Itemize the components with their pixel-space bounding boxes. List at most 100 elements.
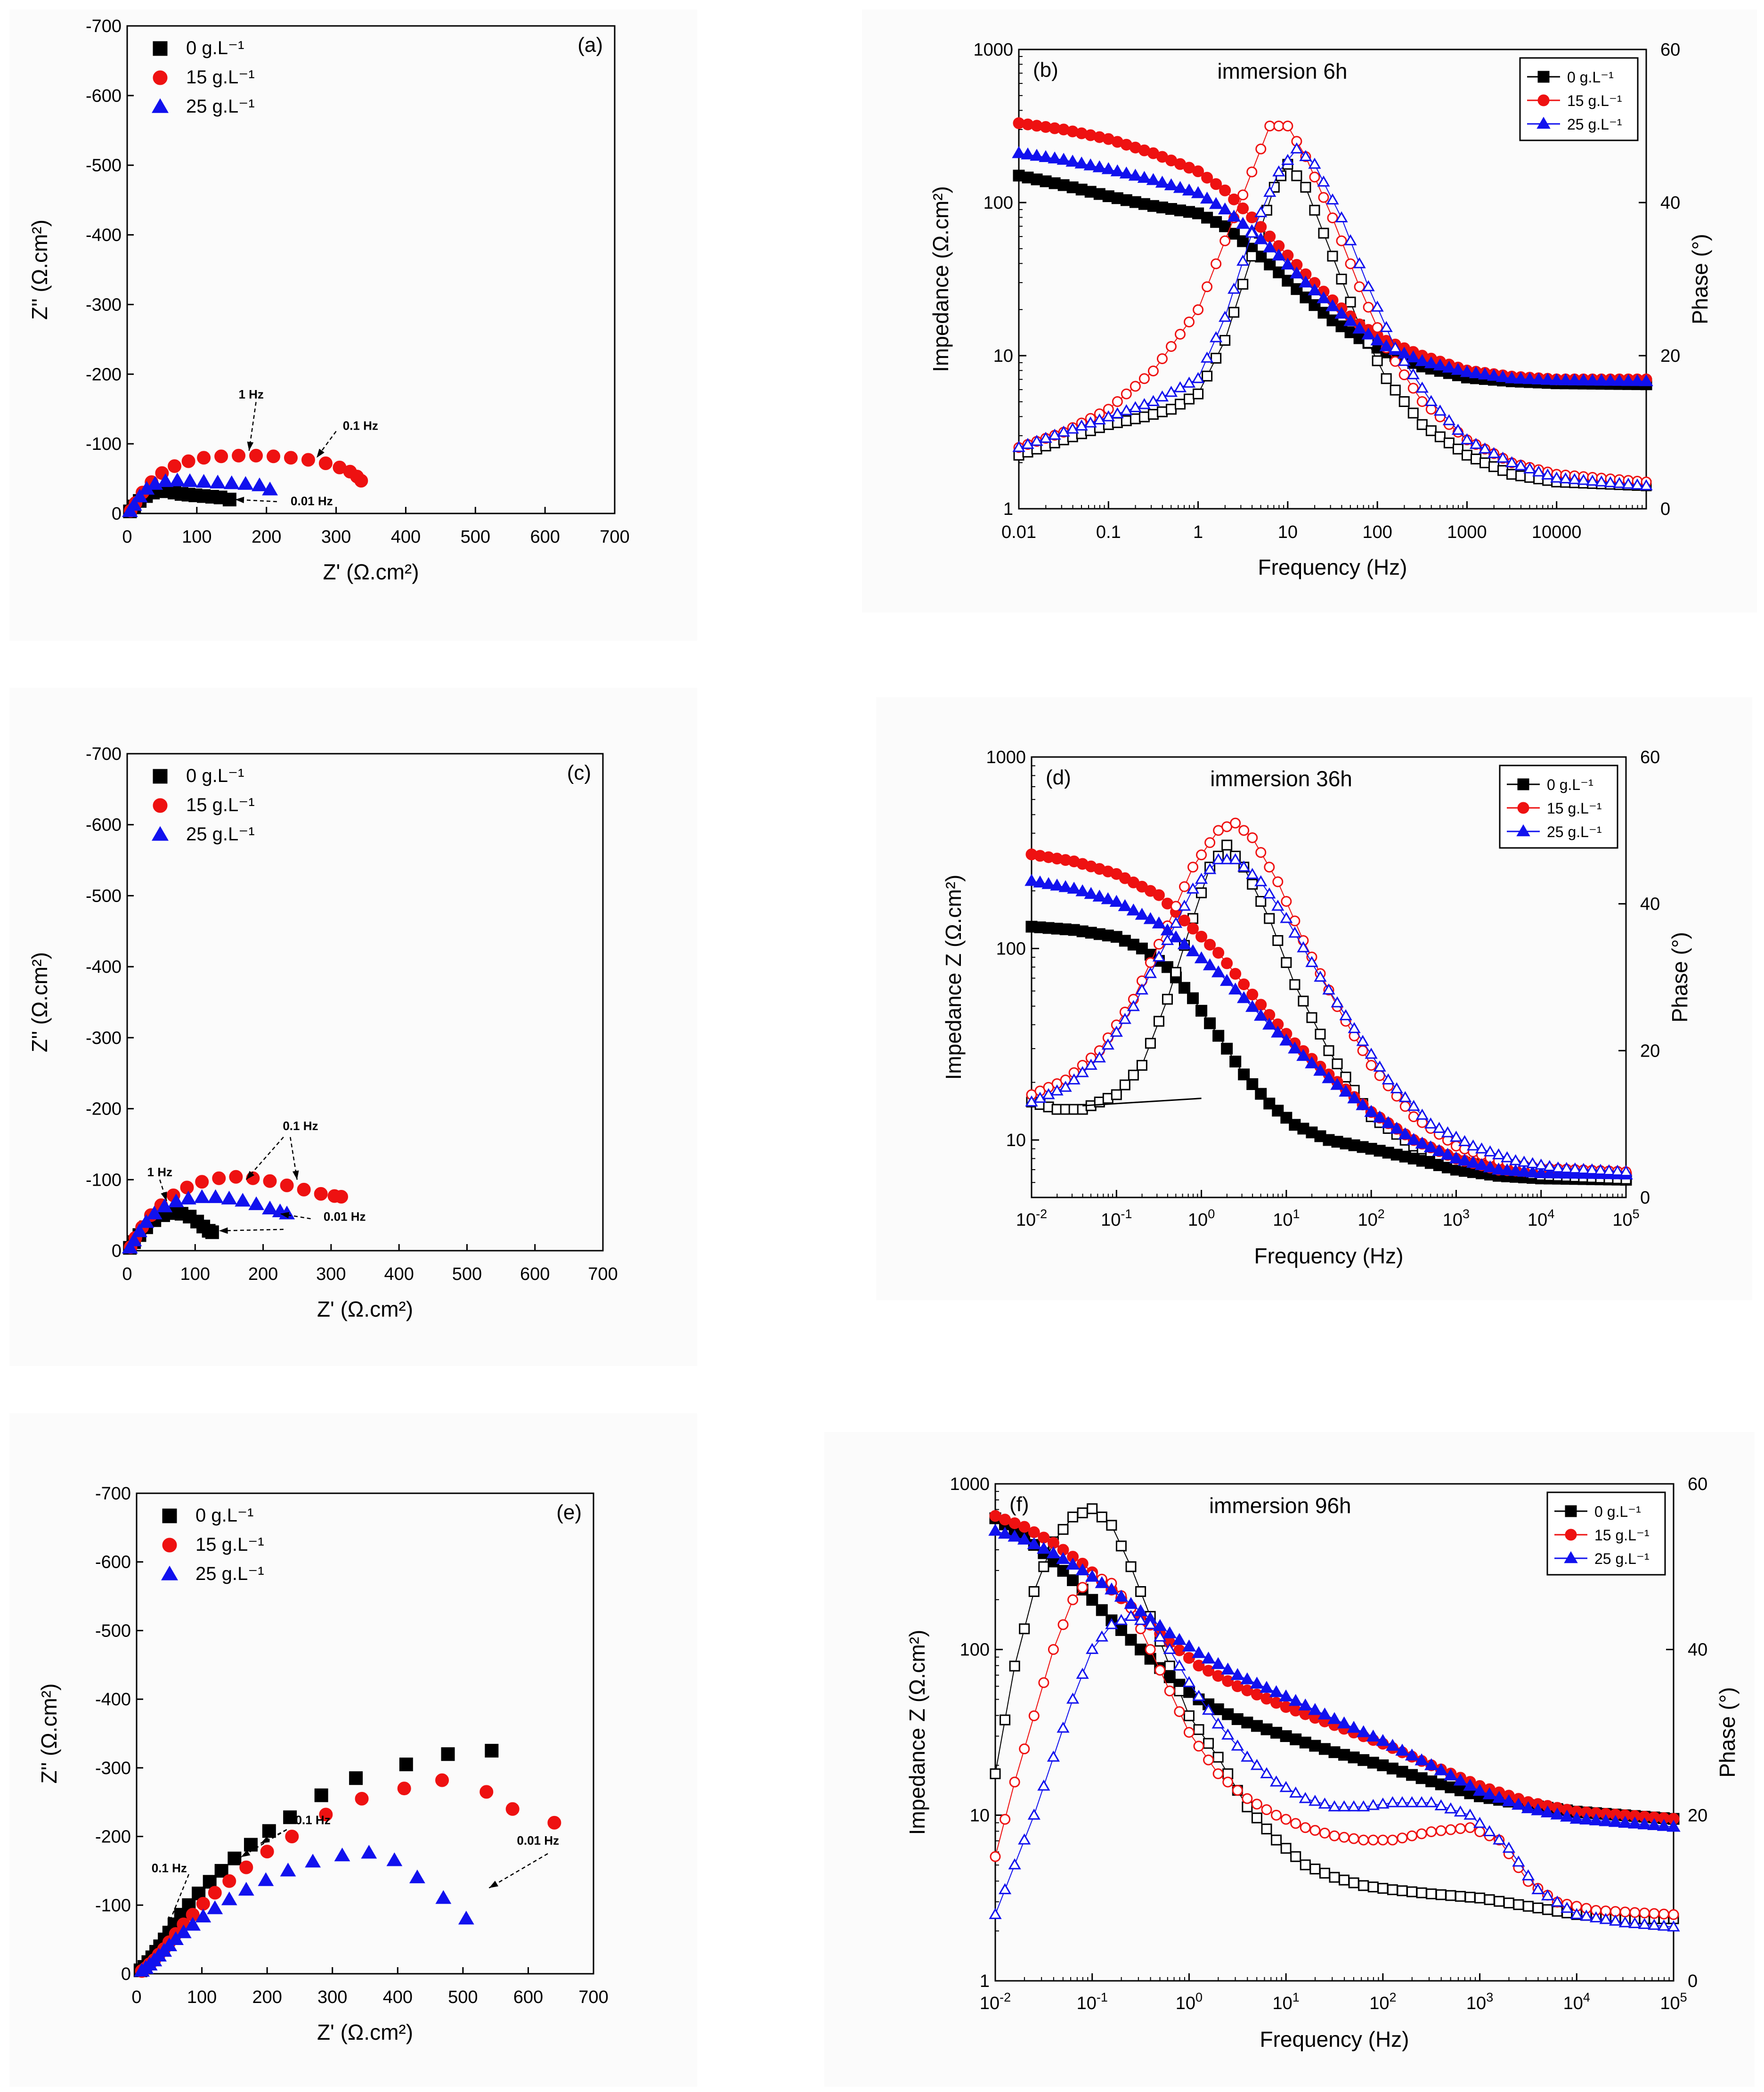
impedance-point: [1067, 881, 1081, 894]
data-point: [249, 448, 263, 463]
phase-point: [1120, 404, 1133, 415]
legend-label: 25 g.L⁻¹: [1567, 116, 1622, 133]
data-point: [235, 1193, 251, 1207]
phase-point: [1067, 1511, 1079, 1522]
y-tick-label: 10: [970, 1806, 990, 1825]
y2-tick-label: 0: [1688, 1971, 1698, 1991]
impedance-point: [1105, 1582, 1119, 1595]
impedance-point: [1058, 880, 1073, 892]
annotation-arrowhead: [235, 497, 244, 504]
impedance-point: [1050, 879, 1064, 891]
impedance-point: [1260, 1693, 1273, 1705]
y-tick-label: -500: [86, 886, 122, 906]
impedance-point: [1186, 944, 1200, 957]
data-point: [280, 1863, 296, 1877]
phase-point: [1309, 1795, 1322, 1806]
phase-point: [1336, 274, 1347, 285]
phase-point: [1155, 390, 1169, 402]
impedance-point: [1169, 930, 1183, 943]
legend-label: 15 g.L⁻¹: [1547, 800, 1602, 817]
impedance-point: [1201, 1652, 1216, 1664]
annotation-arrowhead: [246, 1171, 255, 1180]
impedance-point: [1260, 1723, 1273, 1735]
phase-point: [1382, 1073, 1395, 1085]
phase-point: [1264, 862, 1275, 873]
y-tick-label: -100: [86, 1170, 122, 1190]
phase-point: [1187, 862, 1199, 873]
data-point: [319, 1807, 333, 1822]
phase-point: [1246, 166, 1258, 178]
phase-point: [1211, 1717, 1225, 1729]
impedance-point: [1666, 1820, 1681, 1832]
impedance-point: [1119, 166, 1134, 179]
y-axis-label: Z'' (Ω.cm²): [27, 220, 52, 320]
phase-point: [1339, 1009, 1352, 1020]
phase-point: [1093, 413, 1106, 424]
phase-point: [1084, 416, 1097, 428]
phase-point: [1183, 1710, 1195, 1721]
impedance-point: [1370, 333, 1384, 346]
phase-point: [1493, 1833, 1506, 1845]
phase-point: [1298, 995, 1309, 1007]
impedance-point: [1212, 947, 1225, 959]
phase-point: [1203, 863, 1217, 874]
x-axis-label: Z' (Ω.cm²): [323, 560, 419, 584]
y-tick-label: -400: [95, 1690, 131, 1709]
series-black: [1013, 159, 1652, 491]
phase-point: [1550, 472, 1563, 483]
legend-marker: [1517, 802, 1529, 814]
phase-point: [1281, 895, 1292, 907]
phase-point: [1066, 423, 1079, 434]
phase-point: [1552, 1161, 1565, 1173]
impedance-point: [1222, 1708, 1234, 1720]
y-tick-label: 1000: [950, 1474, 990, 1494]
series-blue: [134, 1845, 474, 1977]
phase-point: [1186, 882, 1200, 894]
phase-point: [1305, 956, 1318, 967]
series-black: [1025, 839, 1632, 1186]
impedance-point: [1179, 982, 1191, 994]
impedance-point: [1381, 1116, 1395, 1128]
impedance-point: [1086, 1594, 1098, 1606]
phase-point: [1329, 1830, 1340, 1841]
impedance-point: [1092, 160, 1106, 172]
impedance-point: [1251, 1720, 1263, 1732]
phase-point: [1067, 1073, 1081, 1085]
phase-point: [1308, 157, 1321, 169]
y-tick-label: -300: [86, 295, 122, 315]
annotation-arrowhead: [280, 1212, 290, 1219]
phase-connector-line: [1082, 1098, 1202, 1107]
data-point: [244, 1838, 258, 1852]
phase-point: [1444, 1802, 1457, 1814]
phase-point: [1182, 1676, 1196, 1687]
phase-point: [1541, 468, 1554, 480]
x-tick-label: 100: [187, 1987, 217, 2007]
legend-label: 15 g.L⁻¹: [186, 795, 255, 815]
x-axis-label: Frequency (Hz): [1260, 2027, 1409, 2051]
phase-point: [1261, 1804, 1272, 1815]
phase-point: [1164, 1661, 1175, 1672]
data-point: [441, 1747, 455, 1761]
impedance-point: [1395, 1743, 1409, 1756]
phase-point: [1169, 917, 1183, 928]
impedance-point: [1424, 356, 1439, 368]
phase-point: [1407, 407, 1419, 419]
y2-tick-label: 0: [1660, 499, 1670, 519]
phase-point: [1434, 1799, 1447, 1811]
phase-point: [1387, 1834, 1398, 1846]
series-blue: [122, 472, 278, 517]
x-tick-label: 102: [1369, 1990, 1396, 2013]
impedance-point: [1309, 1740, 1321, 1752]
phase-point: [1237, 278, 1249, 290]
impedance-point: [1203, 1665, 1215, 1677]
impedance-point: [1172, 1633, 1187, 1645]
phase-point: [1381, 373, 1392, 384]
phase-point: [1345, 258, 1356, 269]
data-point: [297, 1182, 311, 1197]
phase-point: [1332, 1058, 1343, 1069]
impedance-point: [1322, 1071, 1336, 1083]
impedance-point: [1442, 360, 1456, 373]
impedance-point: [1179, 914, 1191, 927]
impedance-point: [1521, 1801, 1536, 1814]
phase-point: [1424, 1117, 1437, 1129]
